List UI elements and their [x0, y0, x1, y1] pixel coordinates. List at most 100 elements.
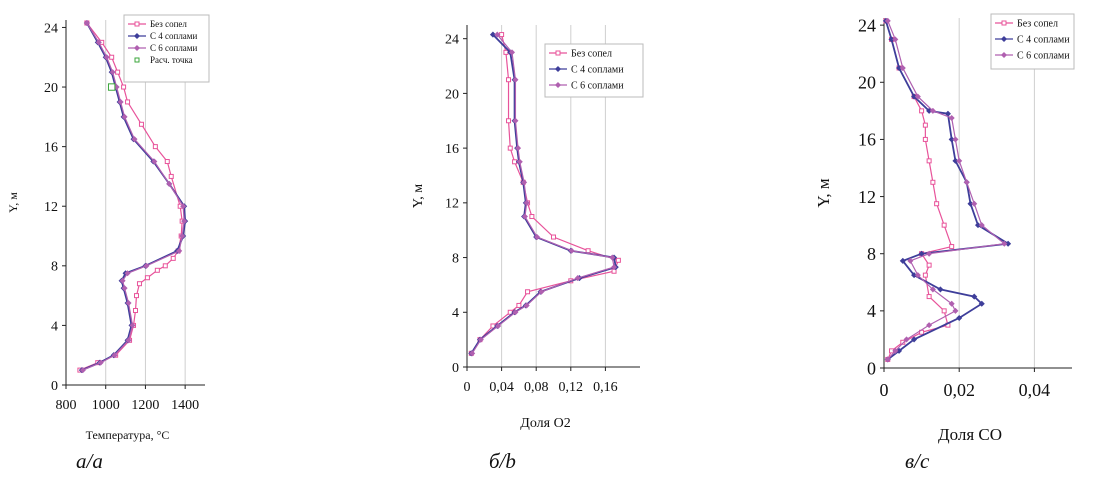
y-tick-label: 8 — [51, 260, 58, 275]
data-point — [117, 98, 124, 105]
data-point — [929, 286, 936, 293]
data-point — [83, 19, 90, 27]
y-tick-label: 24 — [858, 15, 876, 35]
y-tick-label: 20 — [445, 87, 459, 102]
series-4 — [107, 83, 116, 91]
data-point — [152, 144, 158, 150]
data-point — [136, 281, 142, 287]
data-point — [181, 218, 188, 225]
data-point — [121, 285, 128, 292]
data-point — [884, 17, 891, 24]
data-point — [952, 136, 959, 143]
data-point — [107, 83, 116, 91]
chart-panel-b: 0 4 8 12 16 20 24 0 0,04 0,08 0,12 0,16 Доля О2 Y, м Б… — [411, 25, 644, 473]
data-point — [144, 275, 150, 281]
legend-label: Расч. точка — [150, 55, 193, 65]
data-point — [914, 93, 921, 100]
chart-panel-a: 0 4 8 12 16 20 24 800 1000 1200 1400 Температура, °… — [6, 14, 210, 473]
y-tick-label: 0 — [51, 379, 58, 394]
data-point — [95, 39, 102, 46]
x-tick-label: 800 — [56, 398, 77, 413]
data-point — [892, 36, 899, 43]
data-point — [507, 145, 513, 151]
legend-label: С 6 соплами — [1017, 51, 1070, 62]
x-tick-label: 0,16 — [593, 380, 618, 395]
data-point — [929, 107, 936, 114]
y-tick-label: 12 — [858, 187, 876, 207]
data-point — [516, 302, 522, 308]
data-point — [952, 307, 959, 314]
data-point — [495, 322, 502, 329]
data-point — [129, 322, 136, 329]
data-point — [899, 257, 906, 264]
data-point — [121, 113, 128, 120]
data-point — [538, 288, 545, 295]
data-point — [109, 69, 116, 76]
data-point — [109, 54, 115, 60]
data-point — [900, 339, 906, 345]
data-point — [79, 367, 86, 374]
y-axis-label: Y, м — [814, 178, 833, 208]
series-line — [82, 22, 185, 371]
data-point — [956, 314, 963, 322]
legend-label: С 4 соплами — [150, 31, 197, 41]
data-point — [512, 309, 519, 316]
x-axis-label: Температура, °С — [86, 428, 170, 442]
data-point — [609, 254, 616, 261]
data-point — [911, 336, 918, 343]
data-point — [523, 199, 530, 206]
data-point — [585, 248, 591, 254]
series-line — [887, 20, 1006, 360]
y-tick-label: 20 — [44, 81, 58, 96]
legend-label: Без сопел — [571, 49, 612, 60]
legend-label: С 6 соплами — [150, 43, 197, 53]
y-tick-label: 12 — [44, 200, 58, 215]
data-point — [523, 302, 530, 309]
data-point — [512, 76, 519, 83]
data-point — [937, 286, 944, 293]
data-point — [115, 69, 121, 75]
data-point — [978, 222, 985, 229]
data-point — [477, 336, 484, 343]
data-point — [151, 158, 158, 165]
data-point — [615, 257, 621, 263]
y-tick-label: 0 — [452, 361, 459, 376]
data-point — [97, 359, 104, 366]
data-point — [506, 77, 512, 83]
y-tick-label: 8 — [452, 251, 459, 266]
y-tick-label: 4 — [452, 306, 459, 321]
legend-marker — [1001, 20, 1007, 26]
y-axis-label: Y, м — [6, 192, 20, 213]
data-point — [103, 54, 110, 61]
data-point — [154, 267, 160, 273]
data-point — [515, 145, 522, 152]
y-tick-label: 16 — [44, 141, 58, 156]
y-tick-label: 12 — [445, 197, 459, 212]
data-point — [551, 234, 556, 240]
data-point — [469, 350, 476, 357]
data-point — [143, 262, 150, 269]
x-tick-label: 0 — [880, 380, 889, 400]
y-tick-label: 24 — [44, 21, 58, 36]
y-tick-label: 20 — [858, 73, 876, 93]
series-1 — [883, 18, 955, 362]
legend-marker — [555, 50, 561, 56]
data-point — [516, 158, 523, 165]
data-point — [922, 136, 928, 142]
data-point — [162, 263, 168, 269]
data-point — [971, 293, 978, 300]
legend-marker — [554, 81, 562, 89]
data-point — [121, 84, 127, 90]
legend-marker — [554, 65, 562, 73]
data-point — [907, 257, 914, 264]
data-point — [926, 262, 932, 268]
data-point — [125, 337, 132, 344]
data-point — [180, 203, 187, 210]
data-point — [111, 352, 118, 359]
data-point — [903, 336, 910, 343]
panel-caption: в/c — [905, 449, 930, 473]
x-tick-label: 1000 — [92, 398, 120, 413]
y-tick-label: 16 — [445, 142, 459, 157]
data-point — [956, 157, 963, 164]
x-tick-label: 0,12 — [559, 380, 584, 395]
